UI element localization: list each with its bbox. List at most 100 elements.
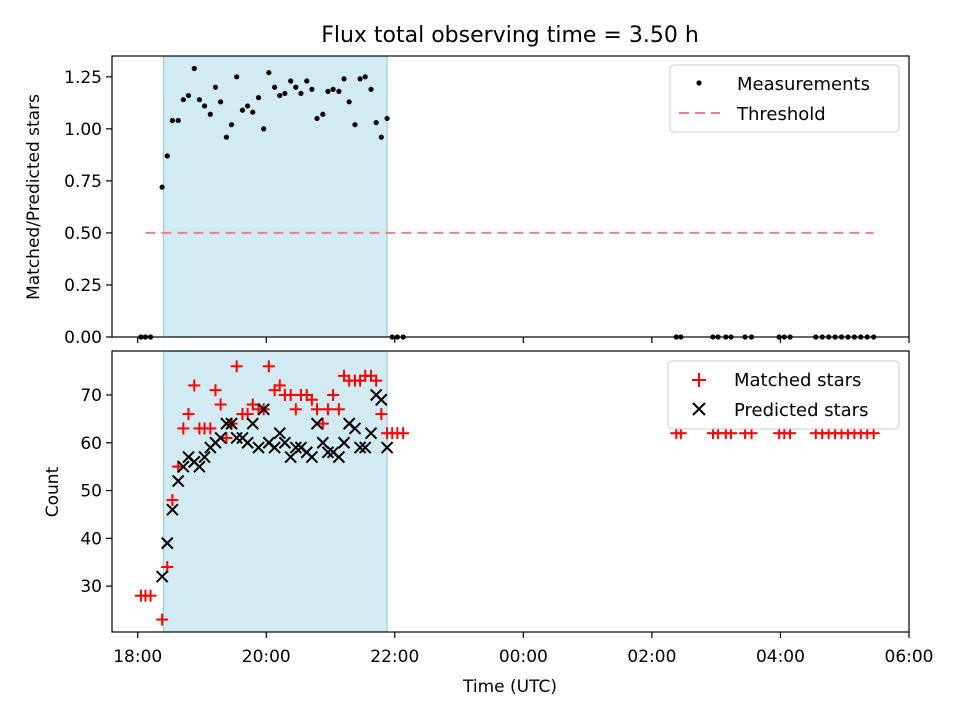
predicted-star-stroke: [273, 426, 286, 440]
predicted-star-point: [310, 417, 324, 430]
predicted-star-point: [246, 417, 259, 430]
bottom-y-tick-label: 40: [80, 529, 102, 549]
measurement-point: [250, 109, 256, 115]
measurement-point: [282, 90, 288, 97]
measurement-point: [384, 115, 390, 122]
predicted-star-stroke: [246, 417, 259, 430]
legend-measurements-marker: [696, 80, 702, 86]
legend-measurements-label: Measurements: [737, 74, 870, 95]
measurement-point: [266, 70, 272, 76]
bottom-y-axis-label: Count: [43, 466, 63, 517]
matched-star-point: [289, 403, 302, 416]
measurement-point: [175, 117, 181, 124]
measurement-point: [228, 122, 235, 128]
top-y-tick-label: 0.50: [64, 224, 102, 244]
predicted-star-point: [316, 436, 330, 449]
matched-star-point: [166, 494, 179, 507]
predicted-star-stroke: [316, 436, 330, 449]
top-y-tick-label: 1.25: [64, 68, 102, 88]
measurement-point: [201, 103, 208, 109]
bottom-y-tick-label: 50: [80, 482, 102, 502]
predicted-star-point: [332, 450, 346, 464]
top-y-axis-ticks: 0.00 0.25 0.50 0.75 1.00 1.25: [64, 68, 112, 348]
measurement-point: [288, 78, 294, 84]
top-legend: Measurements Threshold: [669, 64, 900, 133]
measurement-point: [341, 76, 347, 82]
matched-star-point: [375, 408, 388, 421]
predicted-star-point: [364, 426, 378, 440]
predicted-star-stroke: [268, 441, 281, 454]
bottom-y-tick-label: 70: [80, 386, 102, 406]
predicted-star-stroke: [252, 441, 265, 454]
measurement-point: [373, 120, 379, 126]
measurement-point: [196, 97, 203, 103]
measurement-point: [330, 86, 336, 92]
predicted-star-stroke: [364, 426, 378, 440]
measurement-point: [218, 99, 224, 105]
measurement-point: [223, 134, 230, 140]
measurement-point: [336, 88, 342, 94]
matched-star-point: [177, 422, 190, 435]
predicted-star-point: [353, 441, 367, 454]
matched-star-point: [209, 384, 222, 397]
predicted-star-point: [193, 460, 206, 473]
predicted-star-point: [337, 436, 351, 449]
top-y-tick-label: 0.00: [64, 328, 102, 348]
measurement-point: [362, 74, 368, 80]
measurement-point: [207, 111, 213, 117]
x-tick-label: 00:00: [499, 647, 548, 667]
predicted-star-stroke: [278, 436, 292, 449]
top-panel: 0.00 0.25 0.50 0.75 1.00 1.25 Matched/Predict…: [24, 55, 910, 348]
predicted-star-stroke: [214, 431, 227, 445]
predicted-star-point: [166, 503, 179, 516]
predicted-star-point: [198, 450, 211, 464]
legend-matched-marker: [692, 373, 706, 387]
predicted-star-stroke: [166, 503, 179, 516]
x-tick-label: 04:00: [756, 647, 805, 667]
chart-title: Flux total observing time = 3.50 h: [321, 23, 699, 48]
predicted-star-point: [321, 446, 335, 459]
matched-star-point: [305, 393, 318, 406]
matched-star-point: [204, 422, 217, 435]
predicted-star-point: [380, 441, 394, 454]
matched-star-point: [214, 398, 227, 411]
predicted-star-stroke: [257, 403, 270, 416]
measurement-point: [352, 122, 358, 128]
legend-predicted-marker: [692, 402, 706, 416]
predicted-star-point: [214, 431, 227, 445]
measurement-point: [314, 115, 320, 122]
matched-star-point: [230, 360, 243, 373]
bottom-panel: 30 40 50 60 70 18:00 20:00 22:00 00:00 02:00 04:0…: [43, 350, 934, 697]
measurement-point: [159, 184, 165, 190]
bottom-axes-frame: [111, 350, 910, 633]
predicted-star-stroke: [225, 417, 238, 430]
legend-threshold-label: Threshold: [736, 104, 826, 125]
predicted-star-stroke: [171, 474, 185, 488]
predicted-star-stroke: [310, 417, 324, 430]
measurement-point: [185, 92, 192, 99]
matched-star-point: [316, 417, 329, 430]
measurement-point: [325, 88, 331, 94]
matched-star-point: [262, 360, 275, 373]
measurement-point: [180, 97, 186, 103]
predicted-star-point: [230, 431, 243, 445]
x-axis-label: Time (UTC): [462, 677, 557, 697]
matched-star-point: [284, 388, 297, 401]
matched-star-point: [321, 403, 334, 416]
top-y-tick-label: 0.75: [64, 172, 102, 192]
measurement-point: [245, 103, 251, 109]
predicted-star-stroke: [348, 422, 362, 435]
bottom-legend-box: [667, 360, 900, 430]
predicted-star-point: [278, 436, 292, 449]
top-y-tick-label: 1.00: [64, 120, 102, 140]
measurement-point: [239, 107, 246, 113]
predicted-star-stroke: [230, 431, 243, 445]
predicted-star-point: [268, 441, 281, 454]
predicted-star-stroke: [321, 446, 335, 459]
predicted-star-stroke: [375, 393, 388, 406]
measurement-point: [357, 76, 363, 82]
bottom-y-tick-label: 30: [80, 577, 102, 597]
predicted-star-stroke: [359, 441, 372, 454]
predicted-star-stroke: [380, 441, 394, 454]
